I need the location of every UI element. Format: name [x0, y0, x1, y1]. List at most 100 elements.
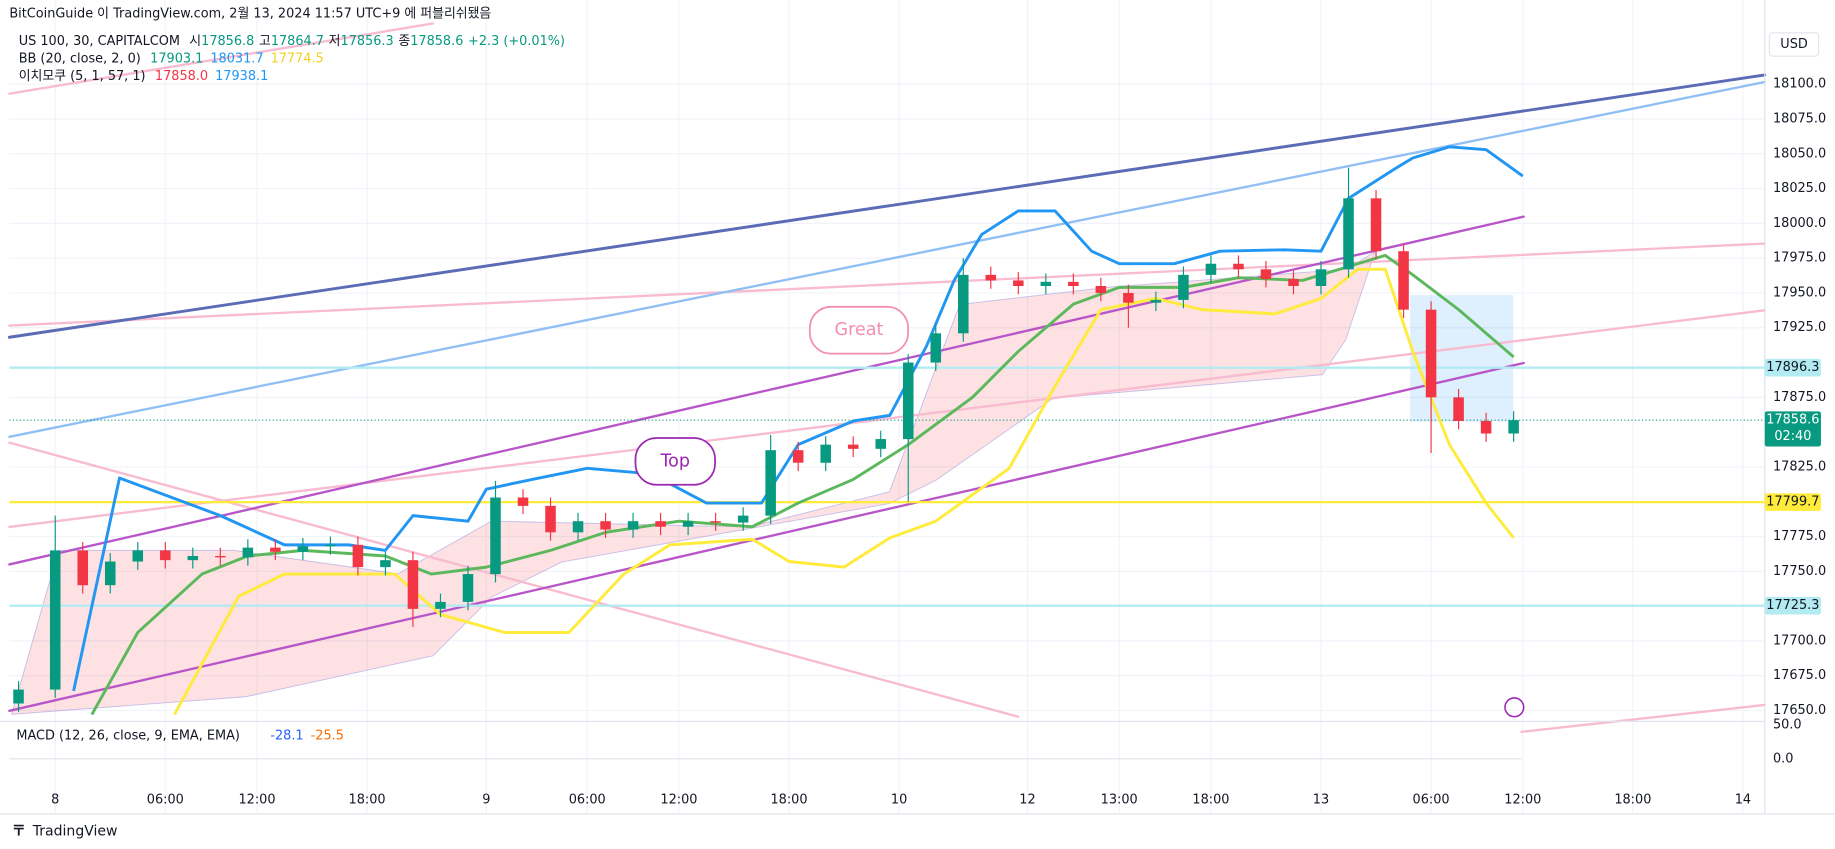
trend-line [8, 80, 1766, 438]
candle-body [1233, 263, 1244, 270]
trend-line [8, 309, 1766, 529]
candle-body [297, 546, 309, 552]
candle-body [1315, 269, 1327, 286]
trend-line [8, 441, 1020, 718]
candle-body [1068, 281, 1079, 286]
indicator-value: 18031.7 [210, 51, 263, 66]
y-tick-label: 17775.0 [1773, 529, 1826, 544]
y-tick-label: 17975.0 [1773, 251, 1826, 266]
annotation-text: Great [835, 320, 884, 340]
x-tick-label: 13:00 [1101, 792, 1138, 807]
y-tick-label: 17650.0 [1773, 703, 1826, 718]
x-tick-label: 12:00 [1504, 792, 1541, 807]
candle-body [1480, 420, 1492, 434]
annotation: Great Top [634, 305, 910, 486]
candle-body [1343, 198, 1354, 270]
ohlc-key: 종 [398, 33, 410, 48]
y-tick-label: 17825.0 [1773, 459, 1826, 474]
price-badge-label: 17896.3 [1766, 360, 1819, 375]
x-tick-label: 06:00 [147, 792, 184, 807]
callout [808, 305, 910, 355]
alert-icon[interactable] [1504, 697, 1525, 718]
indicator-value: 17858.0 [155, 69, 208, 84]
candle-body [985, 274, 997, 281]
ohlc-value: 17864.7 [271, 33, 324, 48]
currency-button[interactable] [1768, 32, 1820, 57]
candles [13, 167, 1519, 712]
x-tick-label: 18:00 [1614, 792, 1651, 807]
candle-body [517, 497, 529, 506]
indicator-value: 17903.1 [150, 51, 203, 66]
macd-label: MACD (12, 26, close, 9, EMA, EMA) [16, 728, 240, 743]
change: +2.3 (+0.01%) [468, 33, 565, 48]
candle-body [13, 689, 24, 704]
ohlc-value: 17858.6 [410, 33, 463, 48]
candle-body [215, 555, 226, 558]
candle-body [710, 521, 721, 523]
candle-body [242, 547, 254, 558]
macd-tick-label: 0.0 [1773, 751, 1793, 766]
candle-body [655, 521, 666, 527]
y-tick-label: 17875.0 [1773, 390, 1826, 405]
candle-body [132, 550, 144, 562]
candle-body [160, 550, 171, 561]
y-tick-label: 17700.0 [1773, 633, 1826, 648]
levels [9, 366, 1765, 607]
candle-body [1205, 263, 1217, 275]
candle-body [627, 521, 639, 530]
channel-line [8, 215, 1525, 566]
candle-body [1260, 269, 1272, 280]
brand: TradingView [32, 823, 118, 839]
currency[interactable]: USD [1780, 37, 1808, 52]
ohlc-key: 저 [329, 33, 341, 48]
trend-line [1520, 703, 1766, 734]
price-badge [1764, 358, 1821, 377]
candle-body [1288, 279, 1299, 286]
price-badge [1764, 411, 1821, 447]
y-tick-label: 18100.0 [1773, 77, 1826, 92]
x-tick-label: 9 [482, 792, 490, 807]
candle-body [104, 561, 116, 586]
macd-tick-label: 50.0 [1773, 717, 1802, 732]
countdown: 02:40 [1774, 429, 1811, 444]
price-badge-label: 17858.6 [1766, 413, 1819, 428]
candle-body [435, 601, 446, 609]
candle-body [902, 362, 914, 440]
x-tick-label: 06:00 [1413, 792, 1450, 807]
symbol: US 100, 30, CAPITALCOM [19, 33, 180, 48]
y-tick-label: 18000.0 [1773, 216, 1826, 231]
ohlc-key: 고 [259, 33, 271, 48]
publisher: BitCoinGuide 이 TradingView.com, 2월 13, 2… [9, 7, 491, 22]
indicator-label: BB (20, close, 2, 0) [19, 51, 141, 66]
ohlc-value: 17856.8 [201, 33, 254, 48]
candle-body [490, 497, 501, 575]
candle-body [380, 560, 391, 568]
candle-body [325, 544, 336, 547]
candle-body [600, 521, 611, 530]
y-tick-label: 17925.0 [1773, 320, 1826, 335]
candle-body [792, 450, 804, 463]
symbol-legend: US 100, 30, CAPITALCOM 시17856.8 고17864.7 저1… [19, 33, 565, 48]
x-tick-label: 12 [1019, 792, 1035, 807]
trend-line [8, 242, 1766, 327]
x-tick-label: 13 [1313, 792, 1329, 807]
indicator-value: 17938.1 [215, 69, 268, 84]
candle-body [820, 444, 831, 463]
ohlc-value: 17856.3 [341, 33, 394, 48]
macd-value: -28.1 [270, 728, 303, 743]
candle-body [572, 521, 584, 533]
trend-line [7, 73, 1767, 339]
callout [634, 437, 716, 486]
candle-body [462, 574, 474, 602]
candle-body [930, 333, 942, 363]
candle-body [847, 444, 859, 449]
candle-body [1150, 299, 1162, 303]
candle-body [1370, 198, 1382, 252]
candle-body [1095, 285, 1107, 293]
indicator-legend: BB (20, close, 2, 0) 17903.1 18031.7 17774.… [19, 51, 324, 66]
price-badge [1764, 596, 1821, 615]
candle-body [1508, 420, 1519, 434]
